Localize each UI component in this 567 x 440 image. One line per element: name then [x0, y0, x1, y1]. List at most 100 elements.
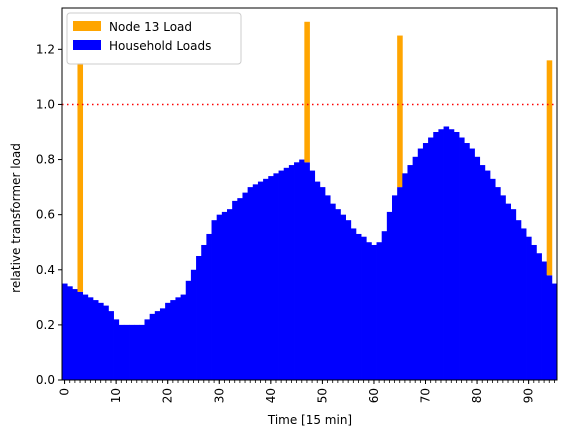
bar-household	[386, 211, 393, 380]
bar-household	[438, 129, 444, 380]
x-tick-label: 60	[367, 388, 381, 403]
bar-household	[402, 173, 408, 380]
legend: Node 13 Load Household Loads	[66, 12, 242, 65]
bar-household	[82, 294, 89, 380]
bar-household	[314, 181, 321, 380]
bar-household	[92, 300, 99, 380]
bar-household	[118, 324, 125, 380]
plot-frame	[61, 7, 558, 381]
legend-box	[66, 12, 242, 65]
bar-household	[103, 305, 109, 380]
bar-household	[407, 165, 414, 380]
bars-layer	[62, 21, 558, 380]
bar-household	[268, 176, 274, 380]
legend-swatch	[73, 21, 101, 31]
bar-household	[129, 324, 135, 380]
bar-household	[294, 162, 300, 380]
bar-household	[474, 156, 481, 380]
x-tick-label: 30	[212, 388, 226, 403]
x-tick-label: 40	[264, 388, 278, 403]
legend-label: Node 13 Load	[109, 20, 192, 34]
bar-node13	[304, 21, 310, 163]
bar-household	[345, 220, 352, 380]
bar-household	[515, 220, 522, 380]
bar-household	[510, 209, 517, 380]
bar-household	[355, 233, 362, 380]
bar-household	[216, 214, 223, 380]
bar-household	[185, 280, 192, 380]
bar-household	[144, 319, 151, 380]
bar-household	[335, 209, 341, 380]
axes-layer: 0.0 0.2 0.4 0.6 0.8 1.0 1.2 0 10 20 30 40 50 60 70 80 90	[36, 7, 558, 403]
bar-household	[495, 187, 501, 380]
bar-household	[392, 195, 398, 380]
bar-household	[505, 203, 511, 380]
x-axis-label: Time [15 min]	[267, 413, 352, 427]
bar-household	[278, 170, 285, 380]
bar-household	[180, 294, 187, 380]
bar-household	[412, 156, 419, 380]
bar-household	[397, 187, 403, 380]
bar-household	[551, 283, 558, 380]
bar-household	[62, 283, 68, 380]
bar-household	[206, 233, 212, 380]
bar-household	[98, 302, 104, 380]
bar-household	[273, 173, 279, 380]
y-tick-label: 0.2	[36, 318, 55, 332]
x-tick-label: 0	[58, 388, 72, 396]
bar-household	[227, 209, 233, 380]
bar-household	[324, 195, 331, 380]
bar-household	[469, 148, 475, 380]
bar-household	[546, 275, 553, 380]
y-tick-label: 0.6	[36, 208, 55, 222]
bar-household	[443, 126, 450, 380]
legend-swatch	[73, 40, 101, 50]
bar-household	[448, 129, 455, 380]
bar-household	[211, 220, 218, 380]
bar-household	[165, 302, 171, 380]
bar-node13	[397, 35, 403, 188]
x-tick-label: 90	[522, 388, 536, 403]
y-tick-label: 0.8	[36, 153, 55, 167]
bar-household	[113, 319, 120, 380]
bar-household	[288, 165, 295, 380]
bar-household	[139, 324, 145, 380]
bar-household	[123, 324, 130, 380]
bar-household	[428, 137, 434, 380]
legend-label: Household Loads	[109, 39, 211, 53]
bar-household	[154, 311, 161, 380]
bar-household	[299, 159, 305, 380]
bar-household	[247, 187, 254, 380]
bar-household	[453, 132, 460, 380]
bar-household	[500, 195, 506, 380]
y-axis-label: relative transformer load	[9, 143, 23, 293]
bar-household	[87, 297, 94, 380]
bar-household	[257, 181, 264, 380]
bar-household	[422, 143, 429, 380]
bar-household	[330, 203, 336, 380]
bar-household	[479, 165, 486, 380]
bar-household	[381, 231, 388, 380]
bar-household	[221, 211, 228, 380]
bar-household	[531, 244, 537, 380]
bar-household	[149, 313, 156, 380]
bar-household	[309, 170, 316, 380]
bar-household	[464, 143, 470, 380]
bar-household	[484, 170, 491, 380]
bar-household	[361, 236, 367, 380]
bar-household	[459, 137, 465, 380]
bar-household	[242, 192, 249, 380]
bar-household	[67, 286, 73, 380]
bar-household	[196, 256, 202, 380]
bar-household	[283, 167, 290, 380]
bar-household	[237, 198, 243, 380]
bar-household	[340, 214, 346, 380]
bar-household	[77, 291, 84, 380]
x-tick-label: 50	[315, 388, 329, 403]
bar-node13	[77, 63, 84, 292]
bar-household	[304, 162, 310, 380]
bar-household	[489, 178, 496, 380]
bar-household	[232, 200, 238, 380]
